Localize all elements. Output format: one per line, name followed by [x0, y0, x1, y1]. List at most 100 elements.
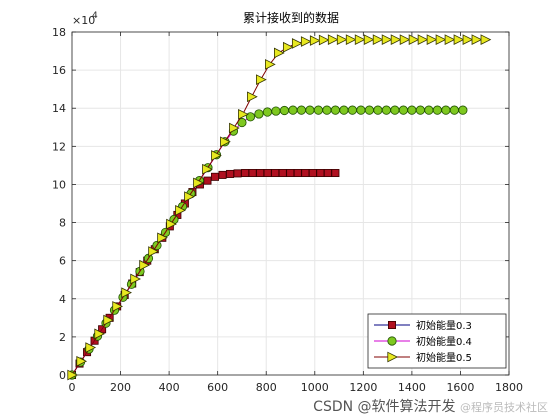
data-point [291, 38, 303, 49]
data-point [256, 74, 267, 85]
data-point [364, 105, 375, 115]
data-point [347, 105, 358, 115]
data-point [372, 34, 384, 45]
data-point [399, 34, 411, 45]
data-point [166, 218, 177, 230]
data-point [220, 136, 231, 148]
data-point [203, 176, 212, 185]
x-tick-label: 1000 [301, 381, 329, 394]
y-tick-label: 8 [59, 217, 66, 230]
data-point [157, 232, 168, 244]
legend-marker [387, 351, 399, 363]
data-point [245, 112, 256, 122]
x-tick-label: 1800 [495, 381, 523, 394]
data-point [426, 34, 438, 45]
data-point [202, 163, 213, 175]
data-point [211, 150, 222, 161]
data-point [363, 34, 375, 45]
data-point [331, 169, 340, 178]
data-point [441, 105, 451, 115]
data-point [238, 108, 249, 120]
data-point [345, 34, 357, 45]
y-tick-label: 10 [52, 178, 66, 191]
legend-marker [387, 336, 397, 346]
data-point [254, 109, 264, 119]
data-point [67, 369, 79, 381]
data-point [408, 34, 420, 45]
y-exponent-base: ×10 [72, 14, 95, 27]
x-tick-label: 200 [110, 381, 131, 394]
data-point [373, 105, 383, 115]
data-point [229, 122, 240, 134]
data-point [226, 169, 235, 178]
data-point [480, 34, 492, 45]
data-point [271, 106, 281, 116]
y-tick-label: 6 [59, 255, 66, 268]
data-point [415, 105, 425, 115]
x-tick-label: 1400 [398, 381, 426, 394]
data-point [293, 169, 302, 178]
axes: 0 200 400 600 800 1000 1200 1400 1600 1800 0 2 4 6 8 10… [52, 26, 523, 394]
x-tick-label: 0 [69, 381, 76, 394]
data-point [193, 177, 204, 189]
legend-label: 初始能量0.5 [416, 351, 472, 364]
data-point [313, 105, 324, 115]
data-point [256, 169, 265, 178]
data-point [241, 169, 250, 178]
x-tick-label: 1600 [446, 381, 474, 394]
data-point [424, 105, 434, 115]
data-point [381, 105, 391, 115]
data-point [210, 172, 219, 181]
data-point [248, 169, 257, 178]
data-point [282, 41, 294, 53]
data-point [316, 169, 325, 178]
data-point [274, 47, 285, 59]
data-point [85, 342, 97, 353]
data-point [247, 91, 258, 103]
legend-entry: 初始能量0.4 [374, 335, 472, 348]
legend-marker [387, 320, 396, 329]
legend-label: 初始能量0.3 [416, 319, 472, 332]
data-point [390, 105, 400, 115]
data-point [309, 35, 321, 46]
data-point [407, 105, 417, 115]
legend-entry: 初始能量0.5 [374, 351, 472, 364]
watermark-faint: @程序员技术社区 [460, 401, 548, 414]
watermark-main: CSDN @软件算法开发 [313, 399, 456, 415]
data-point [278, 169, 287, 178]
data-point [286, 169, 295, 178]
y-tick-label: 0 [59, 369, 66, 382]
series-layer [67, 34, 492, 381]
data-point [121, 287, 132, 299]
data-point [318, 34, 330, 46]
data-point [381, 34, 393, 45]
data-point [339, 105, 349, 115]
data-point [184, 191, 195, 202]
data-point [271, 169, 280, 178]
data-point [301, 169, 310, 178]
data-point [263, 169, 272, 178]
data-point [336, 34, 348, 45]
chart-title: 累计接收到的数据 [243, 10, 339, 25]
data-point [112, 301, 124, 312]
y-tick-label: 12 [52, 140, 66, 153]
y-exponent: ×10 4 [72, 11, 98, 27]
data-point [305, 105, 315, 115]
axes-box [71, 31, 510, 376]
legend-label: 初始能量0.4 [416, 335, 472, 348]
series-3 [67, 34, 492, 381]
data-point [444, 34, 456, 45]
y-tick-label: 18 [52, 26, 66, 39]
data-point [354, 34, 366, 45]
data-point [322, 105, 332, 115]
data-point [94, 328, 106, 340]
data-point [390, 34, 402, 45]
data-point [449, 105, 459, 115]
x-tick-label: 400 [159, 381, 180, 394]
data-point [218, 170, 227, 179]
data-point [148, 246, 159, 257]
data-point [323, 169, 332, 178]
data-point [262, 107, 273, 117]
data-point [453, 34, 465, 45]
